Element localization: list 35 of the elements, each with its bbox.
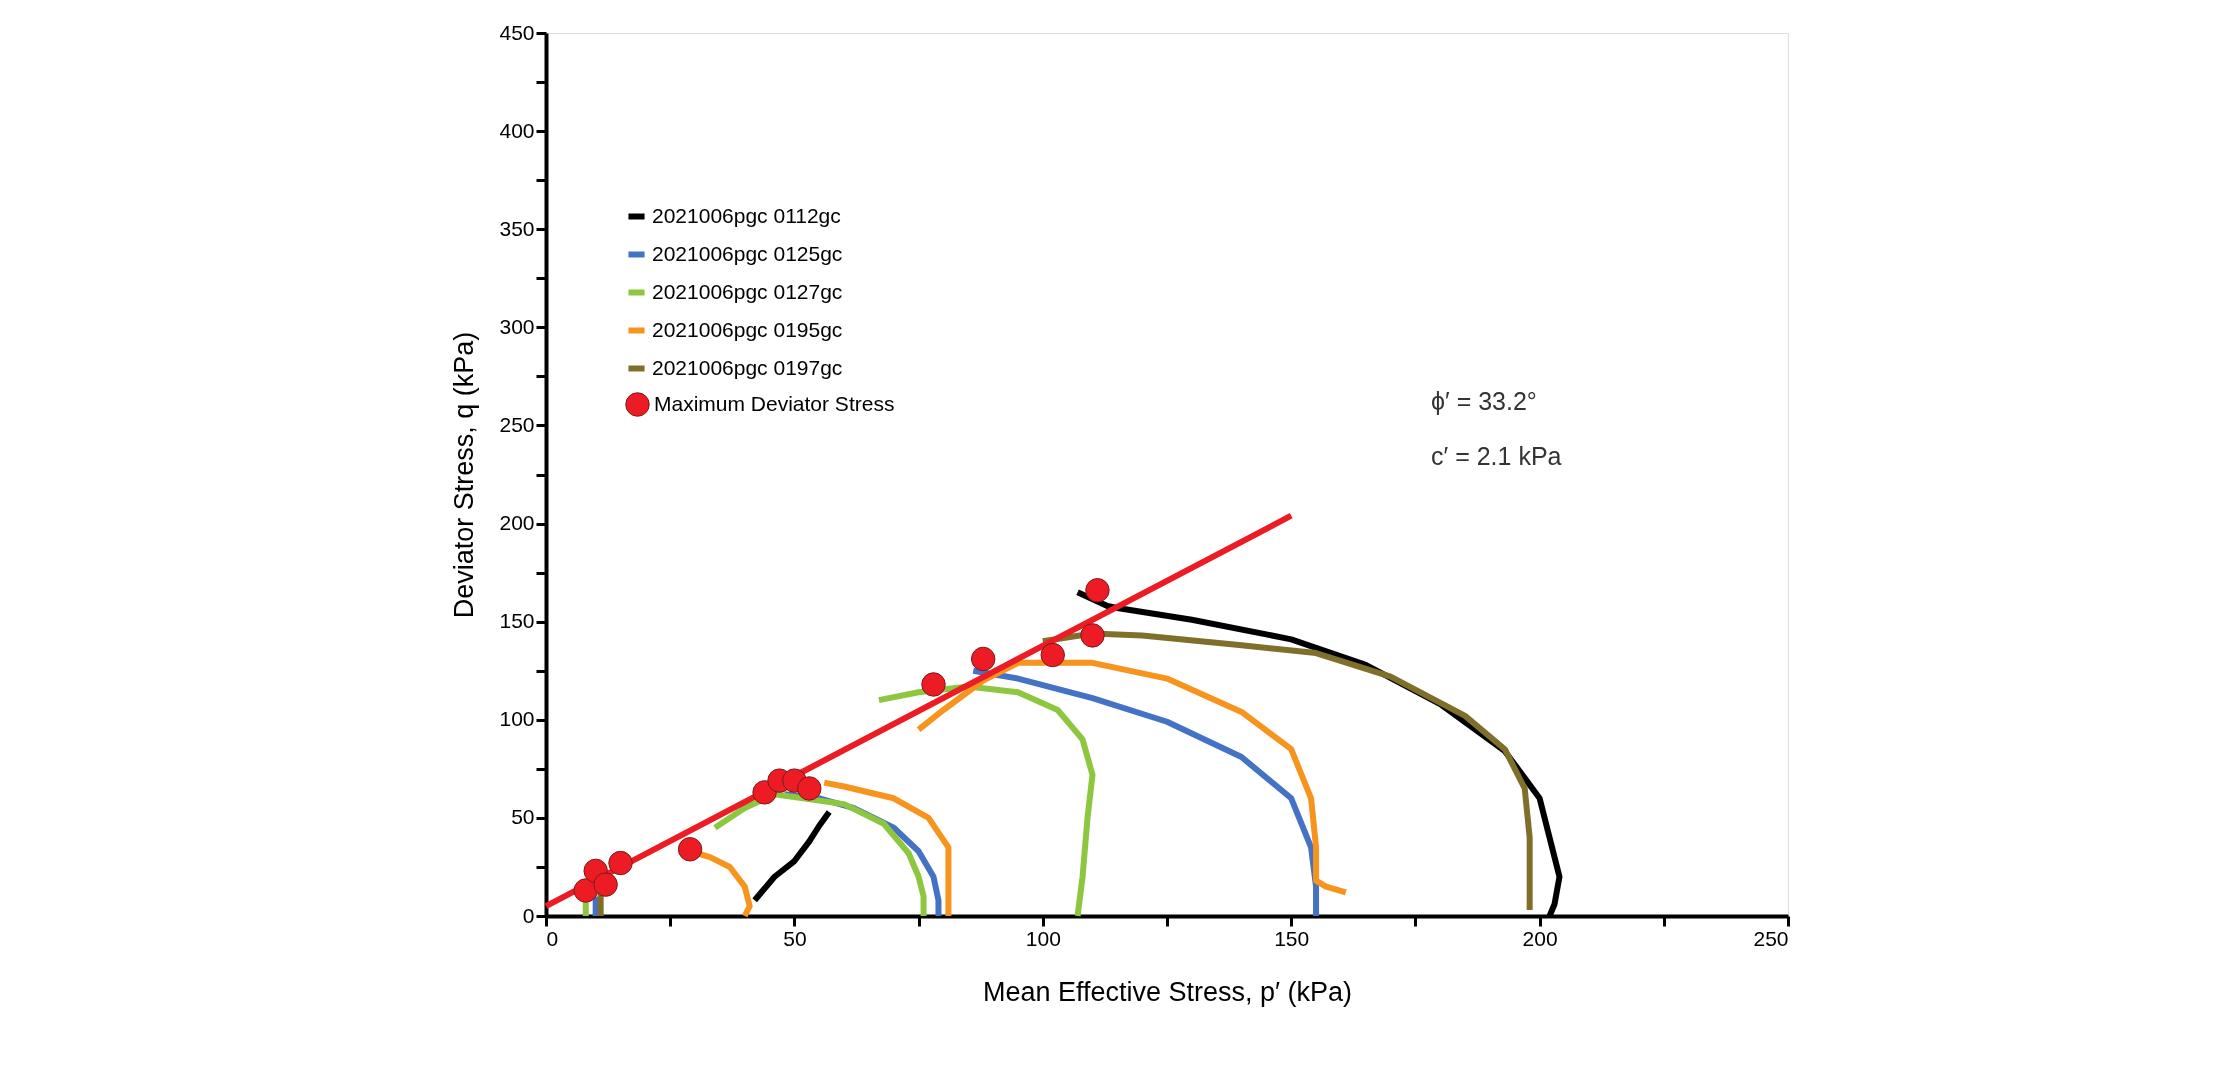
point — [677, 837, 703, 862]
point — [1040, 642, 1065, 668]
y-tick-label: 450 — [499, 20, 535, 44]
point — [593, 872, 618, 897]
x-tick-label: 200 — [1522, 926, 1558, 950]
point — [1085, 578, 1110, 603]
point — [921, 672, 946, 697]
y-tick-label: 300 — [499, 314, 535, 338]
y-tick-label: 350 — [499, 216, 535, 240]
x-tick-label: 250 — [1753, 926, 1789, 950]
y-axis-title: Deviator Stress, q (kPa) — [449, 331, 480, 619]
point — [797, 776, 822, 801]
y-tick-label: 250 — [499, 412, 535, 436]
annotation: c′ = 2.1 kPa — [1431, 442, 1562, 470]
y-tick-label: 400 — [499, 118, 535, 142]
x-tick-label: 150 — [1274, 926, 1310, 950]
point — [1080, 623, 1105, 648]
legend-label: 2021006pgc 0127gc — [652, 279, 843, 303]
point — [608, 850, 633, 876]
x-axis-title: Mean Effective Stress, p′ (kPa) — [982, 976, 1353, 1007]
x-tick-label: 100 — [1025, 926, 1061, 950]
legend-label: 2021006pgc 0195gc — [652, 317, 843, 341]
legend-label: 2021006pgc 0112gc — [652, 203, 841, 227]
point — [970, 646, 996, 672]
legend-label: 2021006pgc 0197gc — [652, 355, 843, 379]
legend-label: Maximum Deviator Stress — [654, 391, 895, 415]
y-tick-label: 200 — [499, 511, 535, 535]
x-tick-label: 0 — [546, 926, 559, 950]
y-tick-label: 150 — [499, 609, 535, 633]
x-tick-label: 50 — [783, 926, 807, 950]
y-tick-label: 100 — [499, 707, 535, 731]
y-tick-label: 50 — [511, 805, 535, 829]
annotation: ϕ′ = 33.2° — [1431, 387, 1537, 415]
legend-label: 2021006pgc 0125gc — [652, 241, 843, 265]
y-tick-label: 0 — [522, 903, 535, 927]
